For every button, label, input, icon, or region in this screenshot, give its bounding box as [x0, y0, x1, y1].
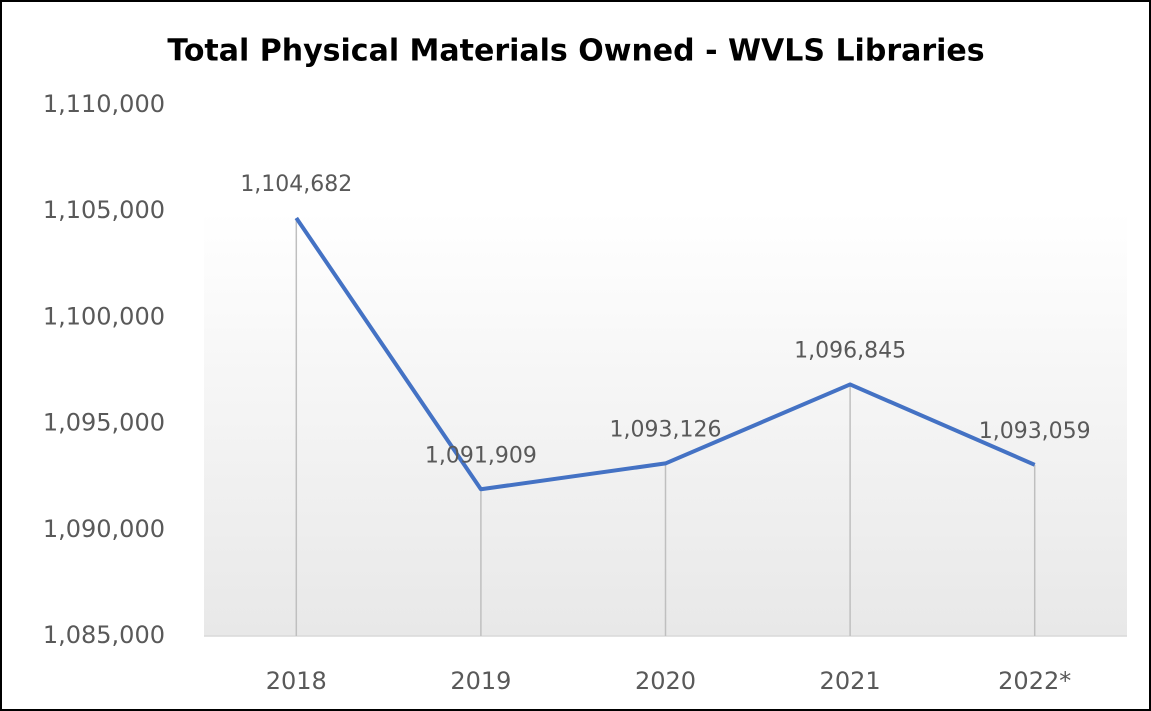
data-line: [294, 216, 1036, 492]
x-tick-label: 2018: [266, 667, 327, 695]
y-tick-label: 1,085,000: [43, 621, 165, 649]
data-label: 1,091,909: [425, 443, 537, 468]
data-label: 1,093,059: [979, 419, 1091, 444]
chart-title: Total Physical Materials Owned - WVLS Li…: [167, 34, 984, 69]
data-label: 1,093,126: [610, 417, 722, 442]
y-tick-label: 1,105,000: [43, 196, 165, 224]
data-label: 1,104,682: [240, 172, 352, 197]
x-tick-label: 2022*: [998, 667, 1071, 695]
x-tick-label: 2020: [635, 667, 696, 695]
x-tick-label: 2021: [820, 667, 881, 695]
data-label: 1,096,845: [794, 338, 906, 363]
y-tick-label: 1,090,000: [43, 515, 165, 543]
y-tick-label: 1,110,000: [43, 90, 165, 118]
x-tick-label: 2019: [450, 667, 511, 695]
y-tick-label: 1,100,000: [43, 302, 165, 330]
y-tick-label: 1,095,000: [43, 409, 165, 437]
